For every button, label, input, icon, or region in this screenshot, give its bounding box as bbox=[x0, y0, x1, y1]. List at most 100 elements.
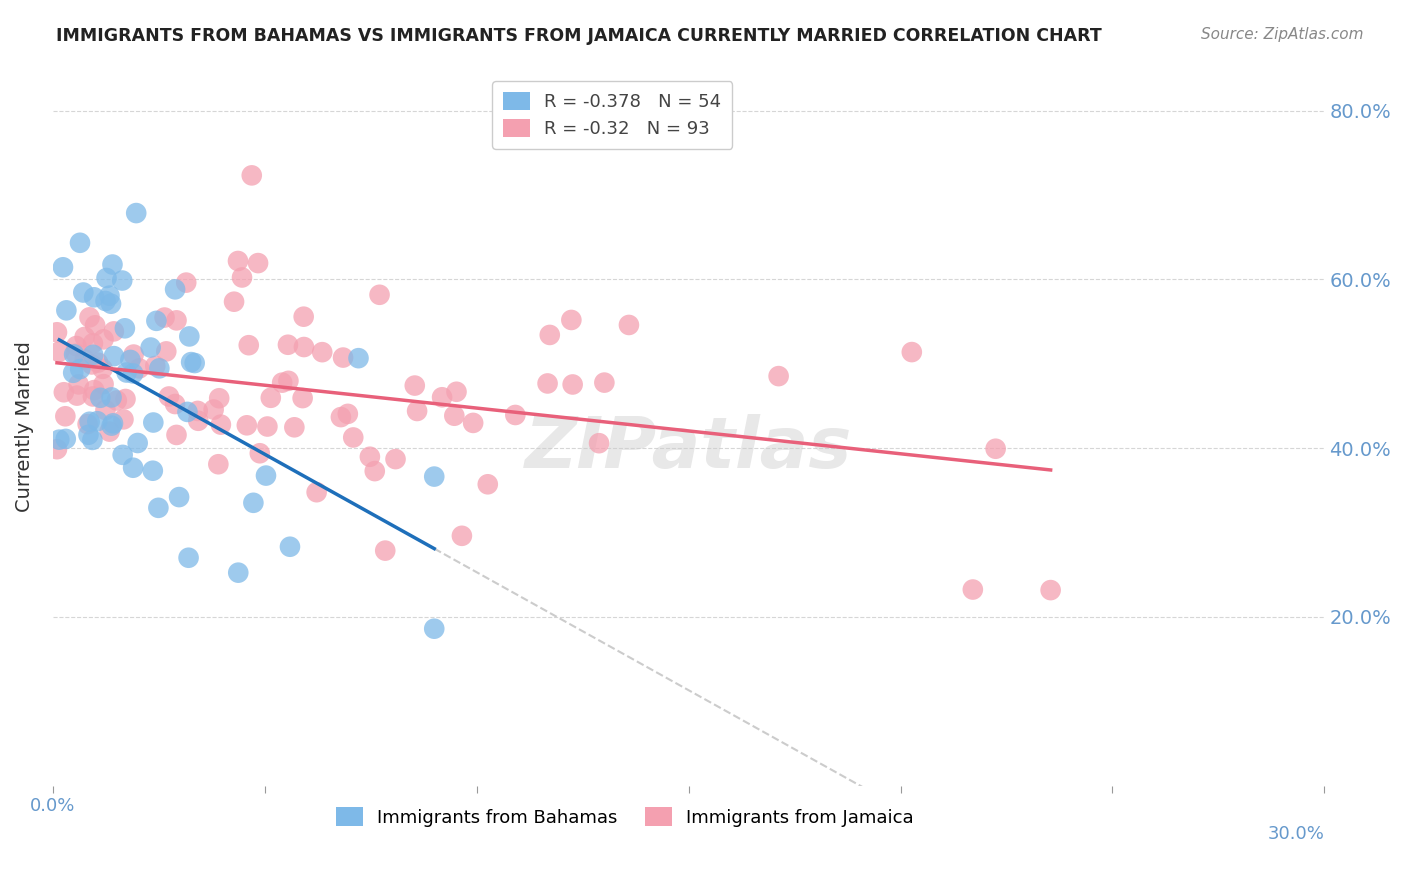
Immigrants from Bahamas bbox=[94, 293, 117, 308]
Immigrants from Bahamas bbox=[120, 353, 142, 368]
Immigrants from Bahamas bbox=[86, 414, 108, 428]
Immigrants from Jamaica bbox=[283, 420, 305, 434]
Immigrants from Jamaica bbox=[73, 330, 96, 344]
Immigrants from Jamaica bbox=[505, 408, 527, 422]
Immigrants from Jamaica bbox=[202, 402, 225, 417]
Text: ZIPatlas: ZIPatlas bbox=[524, 414, 852, 483]
Immigrants from Jamaica bbox=[65, 339, 87, 353]
Immigrants from Jamaica bbox=[166, 313, 188, 327]
Immigrants from Bahamas bbox=[176, 405, 198, 419]
Immigrants from Jamaica bbox=[256, 419, 278, 434]
Immigrants from Bahamas bbox=[278, 540, 301, 554]
Immigrants from Bahamas bbox=[98, 288, 121, 302]
Immigrants from Bahamas bbox=[423, 469, 446, 483]
Immigrants from Jamaica bbox=[84, 318, 107, 333]
Immigrants from Jamaica bbox=[94, 403, 117, 417]
Immigrants from Bahamas bbox=[100, 297, 122, 311]
Immigrants from Bahamas bbox=[52, 260, 75, 275]
Immigrants from Bahamas bbox=[142, 416, 165, 430]
Immigrants from Jamaica bbox=[404, 378, 426, 392]
Immigrants from Bahamas bbox=[79, 415, 101, 429]
Immigrants from Bahamas bbox=[167, 490, 190, 504]
Immigrants from Jamaica bbox=[82, 336, 104, 351]
Immigrants from Jamaica bbox=[364, 464, 387, 478]
Immigrants from Jamaica bbox=[222, 294, 245, 309]
Immigrants from Jamaica bbox=[53, 409, 76, 424]
Immigrants from Jamaica bbox=[430, 390, 453, 404]
Immigrants from Jamaica bbox=[901, 345, 924, 359]
Immigrants from Jamaica bbox=[98, 425, 121, 439]
Immigrants from Jamaica bbox=[617, 318, 640, 332]
Immigrants from Bahamas bbox=[142, 464, 165, 478]
Immigrants from Jamaica bbox=[260, 391, 283, 405]
Immigrants from Jamaica bbox=[336, 407, 359, 421]
Immigrants from Bahamas bbox=[103, 349, 125, 363]
Text: 30.0%: 30.0% bbox=[1268, 825, 1324, 843]
Immigrants from Jamaica bbox=[52, 385, 75, 400]
Immigrants from Jamaica bbox=[560, 313, 582, 327]
Immigrants from Jamaica bbox=[153, 310, 176, 325]
Immigrants from Jamaica bbox=[593, 376, 616, 390]
Immigrants from Jamaica bbox=[311, 345, 333, 359]
Immigrants from Jamaica bbox=[451, 529, 474, 543]
Immigrants from Bahamas bbox=[122, 367, 145, 381]
Immigrants from Jamaica bbox=[83, 383, 105, 397]
Immigrants from Bahamas bbox=[55, 432, 77, 446]
Text: IMMIGRANTS FROM BAHAMAS VS IMMIGRANTS FROM JAMAICA CURRENTLY MARRIED CORRELATION: IMMIGRANTS FROM BAHAMAS VS IMMIGRANTS FR… bbox=[56, 27, 1102, 45]
Immigrants from Jamaica bbox=[46, 442, 69, 457]
Text: Source: ZipAtlas.com: Source: ZipAtlas.com bbox=[1201, 27, 1364, 42]
Immigrants from Bahamas bbox=[242, 496, 264, 510]
Immigrants from Jamaica bbox=[157, 389, 180, 403]
Immigrants from Jamaica bbox=[128, 361, 150, 376]
Immigrants from Jamaica bbox=[187, 414, 209, 428]
Immigrants from Jamaica bbox=[87, 356, 110, 370]
Immigrants from Bahamas bbox=[111, 273, 134, 287]
Immigrants from Bahamas bbox=[145, 314, 167, 328]
Immigrants from Bahamas bbox=[63, 347, 86, 361]
Immigrants from Bahamas bbox=[62, 366, 84, 380]
Immigrants from Jamaica bbox=[226, 254, 249, 268]
Immigrants from Bahamas bbox=[254, 468, 277, 483]
Immigrants from Jamaica bbox=[82, 389, 104, 403]
Immigrants from Jamaica bbox=[174, 276, 197, 290]
Immigrants from Jamaica bbox=[207, 457, 229, 471]
Immigrants from Jamaica bbox=[73, 352, 96, 367]
Y-axis label: Currently Married: Currently Married bbox=[15, 342, 34, 513]
Immigrants from Jamaica bbox=[768, 369, 790, 384]
Immigrants from Bahamas bbox=[101, 258, 124, 272]
Immigrants from Jamaica bbox=[112, 412, 135, 426]
Immigrants from Jamaica bbox=[80, 358, 103, 372]
Immigrants from Jamaica bbox=[561, 377, 583, 392]
Immigrants from Jamaica bbox=[238, 338, 260, 352]
Immigrants from Jamaica bbox=[292, 310, 315, 324]
Immigrants from Jamaica bbox=[66, 388, 89, 402]
Immigrants from Jamaica bbox=[463, 416, 485, 430]
Immigrants from Jamaica bbox=[166, 428, 188, 442]
Immigrants from Bahamas bbox=[127, 436, 149, 450]
Immigrants from Jamaica bbox=[277, 374, 299, 388]
Immigrants from Bahamas bbox=[165, 282, 187, 296]
Immigrants from Bahamas bbox=[179, 329, 201, 343]
Immigrants from Jamaica bbox=[538, 327, 561, 342]
Immigrants from Jamaica bbox=[155, 344, 177, 359]
Immigrants from Jamaica bbox=[536, 376, 558, 391]
Immigrants from Jamaica bbox=[65, 347, 87, 361]
Immigrants from Jamaica bbox=[374, 543, 396, 558]
Immigrants from Jamaica bbox=[291, 391, 314, 405]
Immigrants from Jamaica bbox=[46, 325, 69, 339]
Immigrants from Jamaica bbox=[406, 404, 429, 418]
Immigrants from Bahamas bbox=[100, 418, 122, 433]
Immigrants from Jamaica bbox=[443, 409, 465, 423]
Immigrants from Bahamas bbox=[69, 362, 91, 376]
Immigrants from Jamaica bbox=[48, 344, 70, 359]
Immigrants from Jamaica bbox=[477, 477, 499, 491]
Immigrants from Bahamas bbox=[101, 417, 124, 431]
Immigrants from Bahamas bbox=[100, 391, 122, 405]
Immigrants from Bahamas bbox=[180, 355, 202, 369]
Immigrants from Jamaica bbox=[105, 393, 128, 408]
Immigrants from Bahamas bbox=[89, 391, 111, 405]
Immigrants from Jamaica bbox=[368, 287, 391, 301]
Immigrants from Jamaica bbox=[165, 397, 187, 411]
Immigrants from Bahamas bbox=[72, 285, 94, 300]
Immigrants from Jamaica bbox=[231, 270, 253, 285]
